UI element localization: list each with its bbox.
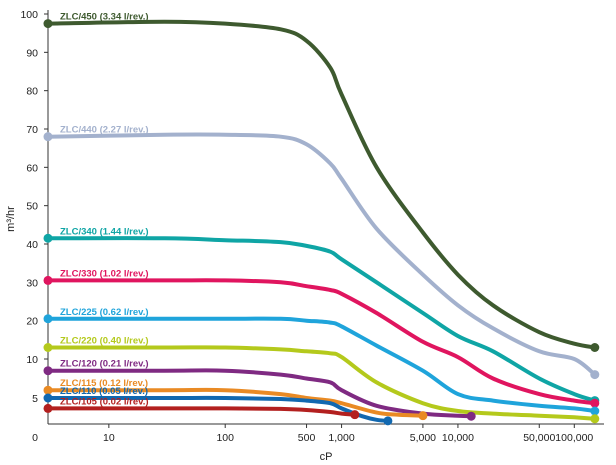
axes-layer — [47, 10, 604, 425]
series-line — [46, 316, 597, 413]
y-tick-label: 20 — [26, 316, 38, 328]
series-end-point — [466, 411, 476, 421]
y-tick-label: 40 — [26, 239, 38, 251]
series-label: ZLC/120 (0.21 l/rev.) — [60, 359, 149, 370]
series-end-point — [383, 416, 393, 426]
series-label: ZLC/225 (0.62 l/rev.) — [60, 307, 149, 318]
series-label: ZLC/450 (3.34 l/rev.) — [60, 12, 149, 23]
series-line — [46, 406, 357, 417]
series-label: ZLC/340 (1.44 l/rev.) — [60, 226, 149, 237]
x-tick-label: 10,000 — [442, 432, 474, 444]
series-label: ZLC/440 (2.27 l/rev.) — [60, 125, 149, 136]
series-start-point — [43, 343, 53, 352]
series-labels-layer: ZLC/450 (3.34 l/rev.) ZLC/440 (2.27 l/rev… — [60, 12, 149, 408]
y-tick-label: 90 — [26, 47, 38, 59]
series-end-point — [418, 411, 428, 421]
series-start-point — [43, 19, 53, 29]
y-tick-label: 60 — [26, 162, 38, 174]
origin-label: 0 — [32, 432, 38, 444]
x-tick-label: 1,000 — [328, 432, 354, 444]
series-line — [46, 387, 425, 418]
y-tick-label: 5 — [32, 393, 38, 405]
x-tick-label: 50,000 — [523, 432, 555, 444]
series-label: ZLC/110 (0.05 l/rev.) — [60, 386, 148, 397]
series-start-point — [43, 233, 53, 243]
series-start-point — [43, 275, 53, 285]
y-tick-label: 80 — [26, 86, 38, 98]
y-tick-label: 50 — [26, 201, 38, 213]
series-line — [46, 368, 474, 419]
series-end-point — [350, 410, 360, 420]
x-tick-label: 100,000 — [555, 432, 593, 444]
y-tick-label: 30 — [26, 277, 38, 289]
series-line — [46, 345, 597, 421]
series-start-point — [43, 314, 53, 324]
y-tick-label: 10 — [26, 354, 38, 366]
series-line — [46, 395, 390, 423]
series-label: ZLC/220 (0.40 l/rev.) — [60, 336, 149, 347]
x-tick-label: 10 — [103, 432, 115, 444]
series-label: ZLC/115 (0.12 l/rev.) — [60, 378, 148, 389]
series-end-point — [590, 370, 600, 380]
series-label: ZLC/105 (0.02 l/rev.) — [60, 396, 149, 407]
y-axis-title: m³/hr — [5, 206, 17, 232]
series-start-point — [43, 393, 53, 403]
series-label: ZLC/330 (1.02 l/rev.) — [60, 268, 149, 279]
x-tick-label: 500 — [298, 432, 316, 444]
ticks-layer: 10 100 500 1,000 5,000 10,000 50,000 100,000 0 5 1… — [20, 9, 593, 444]
series-end-point — [590, 398, 600, 408]
series-line — [46, 278, 597, 406]
series-line — [46, 236, 597, 403]
x-axis-title: cP — [320, 451, 333, 463]
y-tick-label: 100 — [20, 9, 38, 21]
series-layer — [43, 19, 600, 426]
series-start-point — [43, 403, 53, 413]
series-end-point — [590, 406, 600, 416]
x-tick-label: 5,000 — [410, 432, 436, 444]
y-tick-label: 70 — [26, 124, 38, 136]
series-line — [46, 132, 597, 377]
series-line — [46, 19, 597, 350]
series-start-point — [43, 385, 53, 395]
series-end-point — [590, 414, 600, 424]
series-start-point — [43, 132, 53, 142]
series-end-point — [590, 343, 600, 352]
series-start-point — [43, 366, 53, 376]
x-tick-label: 100 — [216, 432, 234, 444]
